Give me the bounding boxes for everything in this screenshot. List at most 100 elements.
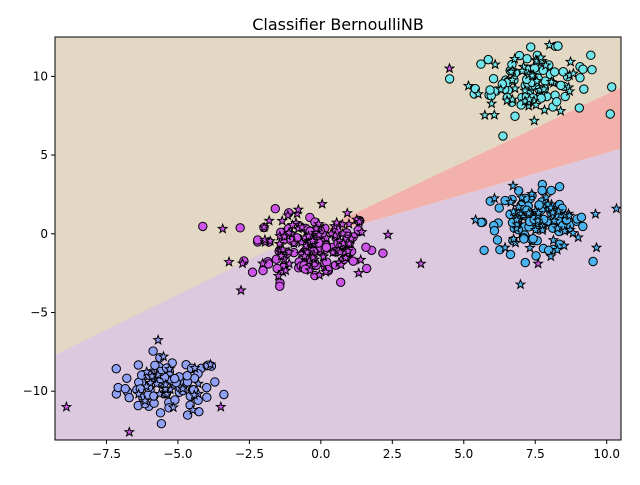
- train-point: [536, 93, 546, 103]
- train-point: [111, 364, 121, 374]
- train-point: [219, 389, 229, 400]
- test-point-star: [288, 237, 300, 249]
- y-tick-label: −5: [30, 305, 48, 319]
- train-point: [554, 181, 565, 192]
- test-point-star: [531, 214, 544, 226]
- train-point: [553, 41, 563, 51]
- test-point-star: [543, 39, 556, 50]
- x-tick-label: −7.5: [92, 447, 121, 461]
- train-point: [198, 221, 208, 232]
- x-tick-label: 5.0: [454, 447, 473, 461]
- test-point-star: [258, 221, 270, 233]
- test-point-star: [334, 246, 346, 258]
- test-point-star: [524, 241, 536, 253]
- train-point: [156, 418, 167, 429]
- test-point-star: [495, 83, 507, 95]
- test-point-star: [415, 257, 427, 269]
- y-tick-label: 0: [40, 227, 48, 241]
- test-point-star: [564, 55, 577, 67]
- decision-region-0: [55, 37, 621, 355]
- test-point-star: [522, 207, 535, 219]
- test-point-star: [302, 230, 315, 242]
- train-point: [476, 59, 486, 69]
- test-point-star: [192, 377, 205, 389]
- test-point-star: [507, 232, 520, 244]
- test-point-star: [505, 66, 517, 77]
- x-tick-label: 10.0: [593, 447, 620, 461]
- test-point-star: [515, 191, 528, 203]
- test-point-star: [507, 179, 519, 191]
- test-point-star: [509, 82, 521, 94]
- train-point: [120, 383, 130, 394]
- train-point: [519, 234, 529, 244]
- test-point-star: [531, 75, 543, 87]
- test-point-star: [215, 400, 227, 412]
- test-point-star: [335, 258, 347, 270]
- train-point: [552, 97, 562, 107]
- test-point-star: [316, 197, 328, 209]
- train-point: [124, 392, 134, 403]
- train-point: [575, 73, 585, 83]
- train-point: [586, 50, 596, 60]
- test-point-star: [472, 88, 485, 100]
- train-point: [520, 257, 530, 268]
- test-point-star: [292, 203, 305, 215]
- train-point: [528, 233, 538, 244]
- test-point-star: [545, 250, 557, 262]
- train-point: [497, 79, 508, 89]
- test-point-star: [177, 382, 189, 394]
- test-point-star: [320, 265, 332, 277]
- test-point-star: [354, 253, 367, 265]
- x-tick-label: 2.5: [383, 447, 402, 461]
- train-point: [378, 248, 388, 258]
- train-point: [526, 42, 536, 52]
- test-point-star: [273, 237, 286, 249]
- test-point-star: [510, 213, 523, 225]
- test-point-star: [512, 200, 525, 212]
- train-point: [150, 360, 160, 370]
- test-point-star: [353, 215, 366, 227]
- test-point-star: [343, 237, 355, 249]
- train-point: [348, 256, 358, 266]
- test-point-star: [157, 350, 170, 362]
- train-point: [537, 185, 547, 196]
- train-point: [549, 67, 560, 77]
- test-point-star: [286, 218, 299, 230]
- test-point-star: [146, 370, 158, 382]
- test-point-star: [312, 217, 325, 229]
- test-point-star: [279, 264, 292, 276]
- test-point-star: [310, 222, 322, 234]
- test-point-star: [528, 114, 541, 126]
- test-point-star: [278, 230, 291, 242]
- test-point-star: [313, 228, 325, 240]
- train-point: [247, 267, 258, 277]
- train-point: [578, 221, 588, 232]
- train-point: [483, 54, 493, 65]
- test-point-star: [320, 232, 333, 244]
- test-point-star: [298, 250, 311, 262]
- test-point-star: [275, 249, 287, 261]
- test-point-star: [589, 208, 602, 220]
- train-point: [479, 245, 489, 256]
- test-point-star: [469, 213, 482, 225]
- test-point-star: [188, 388, 200, 400]
- test-point-star: [548, 214, 560, 226]
- test-point-star: [304, 264, 317, 276]
- test-point-star: [187, 403, 199, 415]
- train-point: [133, 360, 144, 370]
- test-point-star: [539, 59, 552, 71]
- test-point-star: [532, 206, 545, 218]
- test-point-star: [352, 266, 365, 278]
- test-point-star: [516, 64, 528, 76]
- test-point-star: [272, 269, 285, 281]
- train-point: [361, 263, 372, 274]
- train-point: [513, 186, 524, 196]
- test-point-star: [283, 246, 295, 258]
- test-point-star: [523, 93, 536, 105]
- test-point-star: [163, 363, 176, 375]
- train-point: [587, 65, 597, 75]
- test-point-star: [236, 257, 249, 269]
- test-point-star: [546, 206, 559, 218]
- train-point: [169, 373, 180, 384]
- test-point-star: [479, 109, 491, 121]
